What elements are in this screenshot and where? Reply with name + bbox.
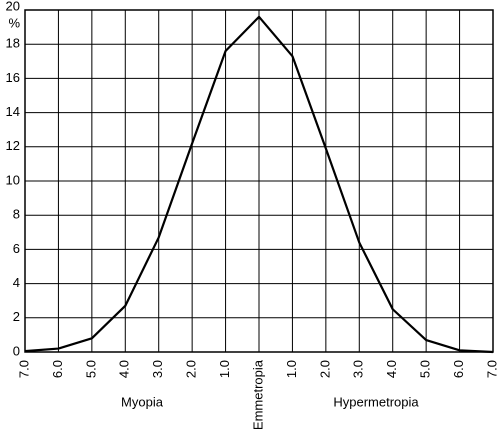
line [24,15,494,354]
x-tick-label: 3.0 [351,360,366,378]
y-tick-label: 10 [6,172,20,187]
annotation: Hypermetropia [333,394,419,409]
y-tick-label: 16 [6,70,20,85]
x-tick-label: 1.0 [217,360,232,378]
y-tick-label: 8 [13,207,20,222]
plot-frame [24,9,494,353]
x-tick-label: Emmetropia [250,359,265,430]
x-tick-label: 6.0 [50,360,65,378]
y-tick-label: 0 [13,343,20,358]
x-tick-label: 7.0 [484,360,499,378]
x-tick-label: 2.0 [184,360,199,378]
x-tick-label: 4.0 [384,360,399,378]
x-tick-label: 7.0 [16,360,31,378]
y-tick-label: 2 [13,309,20,324]
x-tick-label: 1.0 [284,360,299,378]
y-tick-label: 18 [6,36,20,51]
y-tick-label: 14 [6,104,20,119]
y-tick-label: 12 [6,138,20,153]
x-tick-label: 2.0 [317,360,332,378]
y-axis-label: % [8,15,20,30]
y-tick-label: 4 [13,275,20,290]
x-tick-label: 6.0 [451,360,466,378]
x-tick-label: 5.0 [83,360,98,378]
x-tick-label: 4.0 [117,360,132,378]
annotation: Myopia [121,394,164,409]
x-tick-label: 5.0 [418,360,433,378]
y-tick-label: 6 [13,241,20,256]
x-tick-label: 3.0 [150,360,165,378]
y-tick-label: 20 [6,0,20,13]
